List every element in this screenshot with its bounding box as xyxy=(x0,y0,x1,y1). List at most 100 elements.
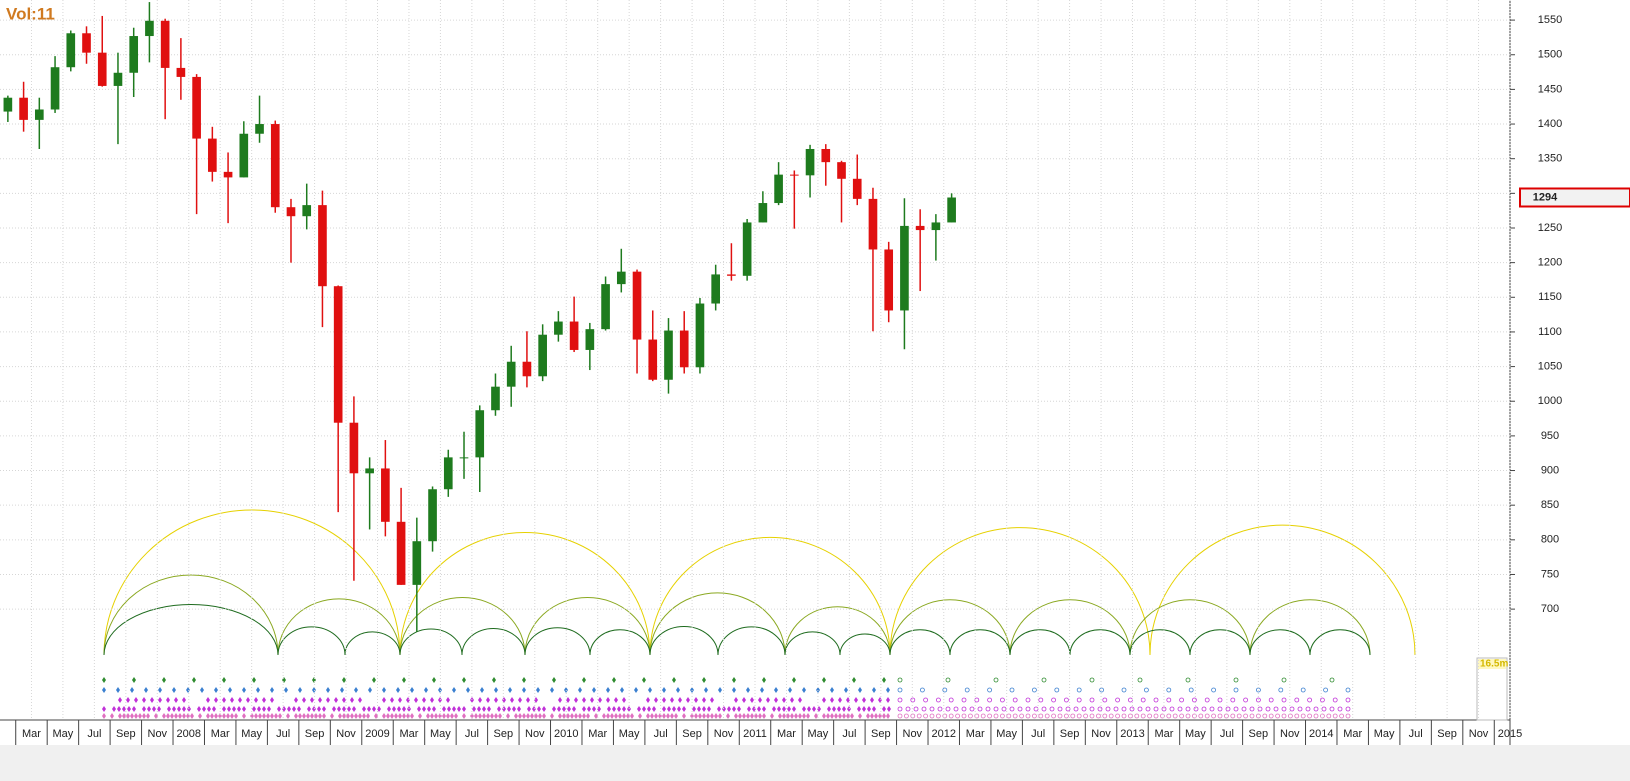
projection-dot xyxy=(1041,706,1047,712)
cycle-dot xyxy=(670,713,674,719)
projection-dot xyxy=(1217,713,1223,719)
y-tick-label: 800 xyxy=(1541,534,1559,546)
cycle-dot xyxy=(662,687,666,693)
cycle-dot xyxy=(830,713,834,719)
cycle-dot xyxy=(198,713,202,719)
cycle-dot xyxy=(182,706,186,712)
candle-body xyxy=(522,361,532,377)
projection-dot xyxy=(1025,697,1031,703)
cycle-dot xyxy=(270,713,274,719)
y-tick-label: 1150 xyxy=(1538,291,1562,303)
cycle-dot xyxy=(396,687,400,693)
cycle-dot xyxy=(757,706,761,712)
projection-dot xyxy=(1230,713,1236,719)
cycle-dot xyxy=(537,706,541,712)
cycle-dot xyxy=(692,706,696,712)
cycle-dot xyxy=(866,713,870,719)
projection-dot xyxy=(1300,687,1306,693)
cycle-dot xyxy=(102,687,106,693)
cycle-dot xyxy=(222,697,226,703)
candle-body xyxy=(664,330,673,380)
cycle-dot xyxy=(798,713,802,719)
projection-dot xyxy=(964,687,970,693)
cycle-dot xyxy=(302,713,306,719)
cycle-dot xyxy=(738,713,742,719)
projection-dot xyxy=(1188,687,1194,693)
cycle-dot xyxy=(284,687,288,693)
projection-dot xyxy=(955,713,960,719)
cycle-dot xyxy=(462,677,466,683)
x-tick-label: 2009 xyxy=(365,728,389,740)
cycle-dot xyxy=(130,713,134,719)
cycle-dot xyxy=(697,706,701,712)
projection-dot xyxy=(1236,713,1242,719)
projection-dot xyxy=(987,687,992,693)
cycle-dot xyxy=(170,713,174,719)
cycle-dot xyxy=(390,713,394,719)
projection-dot xyxy=(1113,706,1119,712)
cycle-dot xyxy=(572,706,576,712)
cycle-dot xyxy=(842,713,846,719)
x-tick-label: Mar xyxy=(588,728,607,740)
projection-dot xyxy=(905,706,911,712)
cycle-dot xyxy=(382,687,386,693)
cycle-dot xyxy=(704,687,708,693)
projection-dot xyxy=(1275,713,1280,719)
cycle-dot xyxy=(522,677,526,683)
cycle-dot xyxy=(734,713,738,719)
cycle-dot xyxy=(394,713,398,719)
cycle-dot xyxy=(518,713,522,719)
cycle-dot xyxy=(206,713,210,719)
cycle-dot xyxy=(710,713,714,719)
cycle-dot xyxy=(510,697,514,703)
cycle-dot xyxy=(760,687,764,693)
y-tick-label: 1550 xyxy=(1538,14,1562,26)
cycle-dot xyxy=(637,706,641,712)
cycle-dot xyxy=(774,697,778,703)
cycle-dot xyxy=(462,713,466,719)
candle-body xyxy=(758,203,768,223)
cycle-dot xyxy=(830,687,834,693)
candle-body xyxy=(428,489,437,542)
candle-body xyxy=(569,321,579,350)
cycle-dot xyxy=(606,687,610,693)
cycle-dot xyxy=(542,706,546,712)
cycle-dot xyxy=(844,687,848,693)
projection-dot xyxy=(1140,713,1146,719)
cycle-dot xyxy=(330,713,334,719)
projection-dot xyxy=(1243,697,1248,703)
cycle-arc xyxy=(889,599,1011,656)
x-tick-label: Jul xyxy=(1220,728,1234,740)
projection-dot xyxy=(1057,706,1063,712)
cycle-dot xyxy=(717,706,721,712)
cycle-dot xyxy=(294,713,298,719)
cycle-dot xyxy=(857,706,861,712)
cycle-dot xyxy=(622,706,626,712)
candle-body xyxy=(50,67,60,110)
cycle-dot xyxy=(230,697,234,703)
projection-dot xyxy=(1073,706,1079,712)
cycle-dot xyxy=(177,706,181,712)
cycle-dot xyxy=(310,713,314,719)
cycle-arc xyxy=(1189,629,1251,656)
cycle-dot xyxy=(792,706,796,712)
cycle-dot xyxy=(267,706,271,712)
cycle-dot xyxy=(587,706,591,712)
cycle-dot xyxy=(582,713,586,719)
cycle-dot xyxy=(322,706,326,712)
cycle-arc xyxy=(277,626,346,656)
projection-dot xyxy=(1179,697,1184,703)
projection-dot xyxy=(1115,713,1120,719)
cycle-dot xyxy=(612,677,616,683)
cycle-dot xyxy=(602,713,606,719)
cycle-dot xyxy=(662,697,666,703)
projection-dot xyxy=(1134,713,1140,719)
cycle-dot xyxy=(172,706,176,712)
cycle-dot xyxy=(430,697,434,703)
cycle-dot xyxy=(150,697,154,703)
projection-dot xyxy=(1076,687,1082,693)
candle-body xyxy=(443,457,453,490)
cycle-dot xyxy=(838,697,842,703)
last-price-box xyxy=(1519,187,1630,208)
projection-dot xyxy=(1345,687,1351,693)
